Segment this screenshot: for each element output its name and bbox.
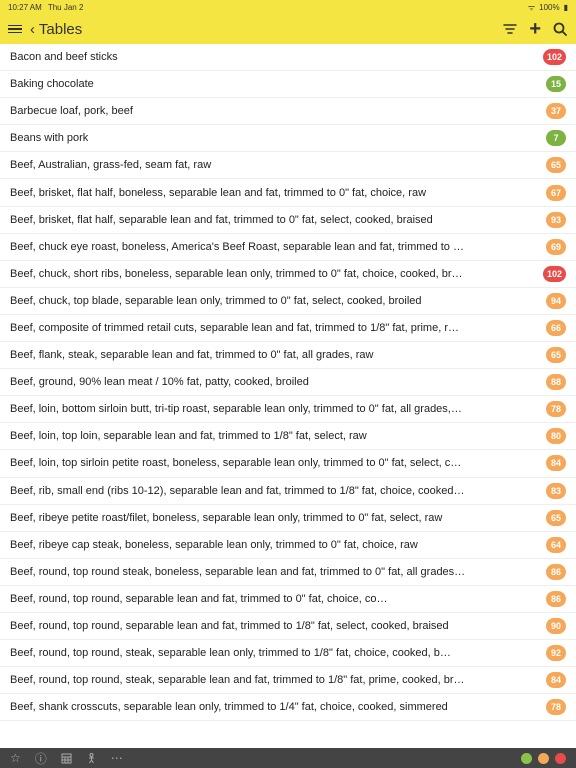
info-icon[interactable]: ⓘ [35, 750, 47, 767]
list-item[interactable]: Barbecue loaf, pork, beef37 [0, 98, 576, 125]
list-item[interactable]: Beef, flank, steak, separable lean and f… [0, 342, 576, 369]
list-item[interactable]: Beef, round, top round, steak, separable… [0, 667, 576, 694]
list-item-label: Beef, rib, small end (ribs 10-12), separ… [10, 485, 546, 497]
list-item[interactable]: Beef, loin, top sirloin petite roast, bo… [0, 450, 576, 477]
dot-red[interactable] [555, 753, 566, 764]
list-item-label: Bacon and beef sticks [10, 51, 543, 63]
list-item-label: Beef, loin, top loin, separable lean and… [10, 430, 546, 442]
list-item-label: Beef, ribeye cap steak, boneless, separa… [10, 539, 546, 551]
list-item-label: Beef, round, top round, separable lean a… [10, 620, 546, 632]
list-item-label: Beef, brisket, flat half, separable lean… [10, 214, 546, 226]
status-bar: 10:27 AM Thu Jan 2 ᯤ 100% ▮ [0, 0, 576, 14]
menu-icon[interactable] [8, 25, 22, 34]
list-item-label: Beef, loin, bottom sirloin butt, tri-tip… [10, 403, 546, 415]
star-icon[interactable]: ☆ [10, 751, 21, 765]
bottom-bar: ☆ ⓘ ⋯ [0, 748, 576, 768]
list-item-label: Beef, shank crosscuts, separable lean on… [10, 701, 546, 713]
list-item[interactable]: Beef, ribeye petite roast/filet, boneles… [0, 505, 576, 532]
value-badge: 78 [546, 699, 566, 715]
list-item[interactable]: Beef, loin, top loin, separable lean and… [0, 423, 576, 450]
food-list[interactable]: Bacon and beef sticks102Baking chocolate… [0, 44, 576, 748]
value-badge: 65 [546, 510, 566, 526]
list-item[interactable]: Beef, ribeye cap steak, boneless, separa… [0, 532, 576, 559]
list-item-label: Barbecue loaf, pork, beef [10, 105, 546, 117]
list-item[interactable]: Beef, Australian, grass-fed, seam fat, r… [0, 152, 576, 179]
list-item-label: Beef, chuck eye roast, boneless, America… [10, 241, 546, 253]
person-icon[interactable] [86, 753, 97, 764]
dot-orange[interactable] [538, 753, 549, 764]
list-item[interactable]: Beef, loin, bottom sirloin butt, tri-tip… [0, 396, 576, 423]
value-badge: 93 [546, 212, 566, 228]
list-item-label: Beef, ribeye petite roast/filet, boneles… [10, 512, 546, 524]
list-item-label: Beef, round, top round steak, boneless, … [10, 566, 546, 578]
value-badge: 84 [546, 455, 566, 471]
filter-icon[interactable] [503, 22, 517, 36]
dot-green[interactable] [521, 753, 532, 764]
value-badge: 102 [543, 266, 566, 282]
value-badge: 84 [546, 672, 566, 688]
list-item[interactable]: Beef, chuck eye roast, boneless, America… [0, 234, 576, 261]
value-badge: 86 [546, 591, 566, 607]
list-item-label: Beef, ground, 90% lean meat / 10% fat, p… [10, 376, 546, 388]
value-badge: 92 [546, 645, 566, 661]
list-item-label: Beef, brisket, flat half, boneless, sepa… [10, 187, 546, 199]
list-item[interactable]: Beef, round, top round steak, boneless, … [0, 559, 576, 586]
add-icon[interactable]: + [529, 18, 541, 41]
value-badge: 88 [546, 374, 566, 390]
calc-icon[interactable] [61, 753, 72, 764]
list-item-label: Beef, flank, steak, separable lean and f… [10, 349, 546, 361]
value-badge: 15 [546, 76, 566, 92]
back-button[interactable]: ‹ Tables [30, 21, 82, 38]
value-badge: 80 [546, 428, 566, 444]
more-icon[interactable]: ⋯ [111, 751, 123, 765]
value-badge: 86 [546, 564, 566, 580]
value-badge: 66 [546, 320, 566, 336]
list-item-label: Beef, round, top round, steak, separable… [10, 674, 546, 686]
status-time: 10:27 AM [8, 3, 42, 12]
list-item-label: Beef, loin, top sirloin petite roast, bo… [10, 457, 546, 469]
battery-icon: ▮ [564, 3, 568, 12]
value-badge: 83 [546, 483, 566, 499]
list-item[interactable]: Beef, rib, small end (ribs 10-12), separ… [0, 478, 576, 505]
list-item[interactable]: Beef, composite of trimmed retail cuts, … [0, 315, 576, 342]
battery-text: 100% [539, 3, 559, 12]
list-item[interactable]: Beans with pork7 [0, 125, 576, 152]
list-item[interactable]: Beef, brisket, flat half, boneless, sepa… [0, 179, 576, 206]
list-item-label: Beef, composite of trimmed retail cuts, … [10, 322, 546, 334]
list-item[interactable]: Beef, brisket, flat half, separable lean… [0, 207, 576, 234]
value-badge: 7 [546, 130, 566, 146]
value-badge: 64 [546, 537, 566, 553]
value-badge: 67 [546, 185, 566, 201]
list-item-label: Beans with pork [10, 132, 546, 144]
value-badge: 65 [546, 347, 566, 363]
list-item-label: Beef, Australian, grass-fed, seam fat, r… [10, 159, 546, 171]
list-item-label: Beef, round, top round, steak, separable… [10, 647, 546, 659]
list-item[interactable]: Bacon and beef sticks102 [0, 44, 576, 71]
value-badge: 90 [546, 618, 566, 634]
value-badge: 94 [546, 293, 566, 309]
list-item-label: Beef, round, top round, separable lean a… [10, 593, 546, 605]
list-item[interactable]: Baking chocolate15 [0, 71, 576, 98]
list-item[interactable]: Beef, shank crosscuts, separable lean on… [0, 694, 576, 721]
value-badge: 78 [546, 401, 566, 417]
value-badge: 102 [543, 49, 566, 65]
list-item[interactable]: Beef, round, top round, separable lean a… [0, 613, 576, 640]
list-item[interactable]: Beef, chuck, short ribs, boneless, separ… [0, 261, 576, 288]
list-item-label: Beef, chuck, top blade, separable lean o… [10, 295, 546, 307]
list-item-label: Beef, chuck, short ribs, boneless, separ… [10, 268, 543, 280]
list-item[interactable]: Beef, round, top round, steak, separable… [0, 640, 576, 667]
list-item[interactable]: Beef, round, top round, separable lean a… [0, 586, 576, 613]
value-badge: 65 [546, 157, 566, 173]
value-badge: 69 [546, 239, 566, 255]
list-item[interactable]: Beef, chuck, top blade, separable lean o… [0, 288, 576, 315]
search-icon[interactable] [553, 22, 568, 37]
list-item[interactable]: Beef, ground, 90% lean meat / 10% fat, p… [0, 369, 576, 396]
wifi-icon: ᯤ [528, 2, 535, 13]
status-date: Thu Jan 2 [48, 3, 84, 12]
list-item-label: Baking chocolate [10, 78, 546, 90]
nav-bar: ‹ Tables + [0, 14, 576, 44]
value-badge: 37 [546, 103, 566, 119]
